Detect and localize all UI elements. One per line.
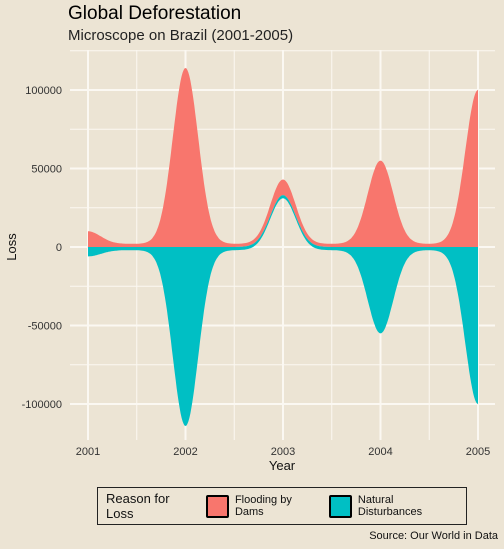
- source-caption: Source: Our World in Data: [369, 530, 498, 542]
- y-tick-label: 100000: [25, 85, 62, 97]
- y-tick-label: 0: [56, 242, 62, 254]
- x-tick-label: 2003: [271, 446, 295, 458]
- legend-label-flooding: Flooding by Dams: [234, 494, 292, 518]
- area-natural-disturbances: [88, 195, 478, 426]
- legend-label-natural: Natural Disturbances: [357, 494, 423, 518]
- y-ticks: -100000 -50000 0 50000 100000: [22, 85, 62, 411]
- y-tick-label: 50000: [31, 164, 62, 176]
- area-flooding-by-dams: [88, 68, 478, 247]
- chart-title: Global Deforestation: [68, 3, 242, 24]
- y-tick-label: -100000: [22, 399, 62, 411]
- y-tick-label: -50000: [28, 321, 62, 333]
- legend: Reason for Loss Flooding by Dams Natural…: [97, 487, 467, 525]
- legend-key-flooding: [206, 494, 229, 518]
- x-axis-title: Year: [269, 458, 296, 473]
- legend-title: Reason for Loss: [106, 491, 170, 521]
- x-tick-label: 2004: [368, 446, 392, 458]
- x-tick-label: 2001: [76, 446, 100, 458]
- x-tick-label: 2005: [466, 446, 490, 458]
- x-ticks: 2001 2002 2003 2004 2005: [76, 446, 490, 458]
- y-axis-title: Loss: [4, 233, 19, 261]
- legend-key-natural: [329, 494, 352, 518]
- chart-subtitle: Microscope on Brazil (2001-2005): [68, 27, 294, 44]
- areas: [88, 68, 478, 426]
- x-tick-label: 2002: [173, 446, 197, 458]
